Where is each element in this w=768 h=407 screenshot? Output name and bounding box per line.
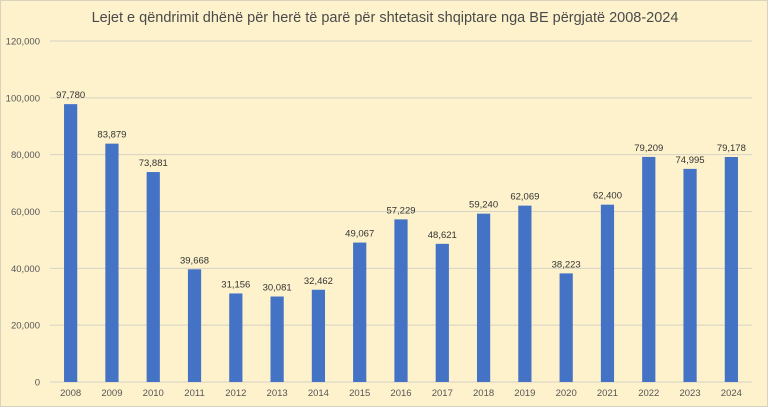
chart-title: Lejet e qëndrimit dhënë për herë të parë… <box>91 10 679 26</box>
data-label: 39,668 <box>180 255 209 266</box>
data-label: 97,780 <box>56 90 85 101</box>
x-tick-label: 2012 <box>225 388 246 399</box>
x-tick-label: 2008 <box>60 388 81 399</box>
data-label: 57,229 <box>386 205 415 216</box>
y-tick-label: 80,000 <box>11 150 40 161</box>
bar <box>229 293 243 382</box>
bar <box>311 289 326 382</box>
x-tick-label: 2022 <box>638 388 659 399</box>
bar <box>353 242 367 382</box>
x-tick-label: 2018 <box>473 388 494 399</box>
data-label: 59,240 <box>469 200 498 211</box>
x-tick-label: 2020 <box>556 388 577 399</box>
y-tick-label: 120,000 <box>6 37 40 48</box>
data-label: 48,621 <box>428 230 457 241</box>
bar <box>105 143 119 382</box>
y-tick-label: 100,000 <box>6 93 40 104</box>
data-label: 32,462 <box>304 276 333 287</box>
y-tick-label: 20,000 <box>11 321 40 332</box>
bar <box>394 219 408 382</box>
x-tick-label: 2021 <box>597 388 618 399</box>
data-label: 83,879 <box>97 130 126 141</box>
data-label: 74,995 <box>676 155 705 166</box>
bar <box>187 269 202 382</box>
x-tick-label: 2013 <box>267 388 288 399</box>
x-tick-label: 2009 <box>101 388 122 399</box>
x-tick-label: 2011 <box>184 388 204 399</box>
x-tick-label: 2014 <box>308 388 329 399</box>
bar <box>683 168 697 382</box>
y-tick-label: 60,000 <box>11 207 40 218</box>
data-label: 49,067 <box>345 229 374 240</box>
bar <box>518 205 532 382</box>
bar <box>435 243 449 382</box>
bar <box>600 204 615 382</box>
data-label: 79,209 <box>634 143 663 154</box>
bar <box>559 273 573 382</box>
data-label: 38,223 <box>552 259 581 270</box>
bar <box>642 156 656 382</box>
x-tick-label: 2017 <box>432 388 453 399</box>
bar <box>146 172 160 382</box>
bar <box>724 157 738 382</box>
bar <box>64 104 78 382</box>
x-tick-label: 2019 <box>514 388 535 399</box>
bar <box>270 296 284 382</box>
data-label: 62,400 <box>593 191 622 202</box>
y-tick-label: 40,000 <box>11 264 40 275</box>
y-tick-label: 0 <box>35 378 40 389</box>
x-tick-label: 2023 <box>679 388 700 399</box>
data-label: 73,881 <box>139 158 168 169</box>
bar <box>476 213 491 382</box>
data-label: 79,178 <box>717 143 746 154</box>
x-tick-label: 2010 <box>143 388 164 399</box>
data-label: 31,156 <box>221 279 250 290</box>
x-tick-label: 2016 <box>390 388 411 399</box>
data-label: 30,081 <box>263 283 292 294</box>
x-tick-label: 2015 <box>349 388 370 399</box>
data-label: 62,069 <box>510 192 539 203</box>
x-tick-label: 2024 <box>721 388 742 399</box>
